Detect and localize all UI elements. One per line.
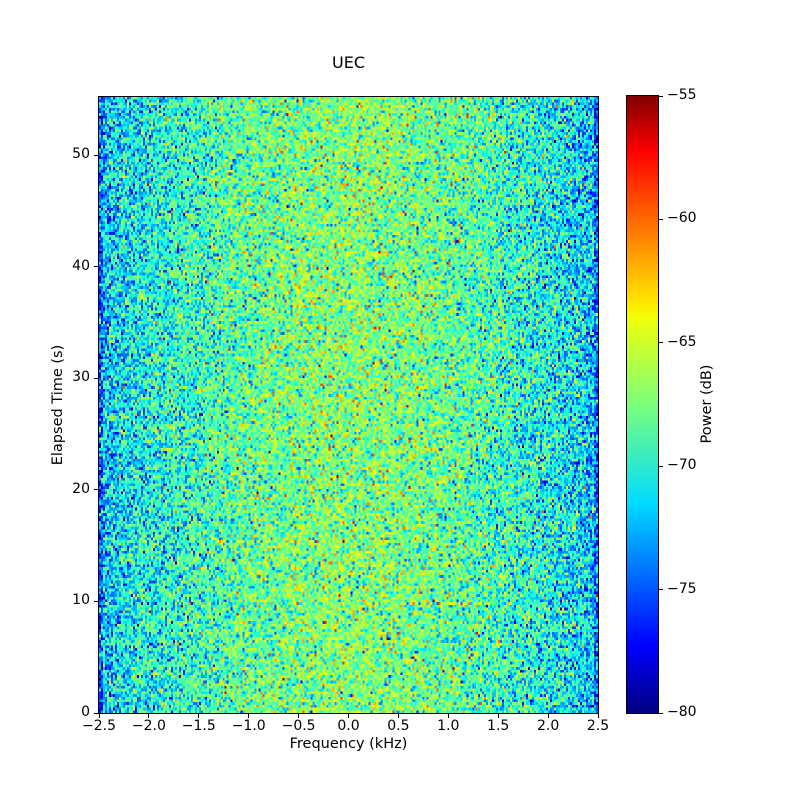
x-tick-mark	[98, 714, 100, 718]
y-tick-mark	[94, 712, 98, 714]
x-tick-mark	[597, 714, 599, 718]
y-tick-mark	[94, 600, 98, 602]
colorbar-tick-label: −70	[667, 457, 697, 474]
y-tick-label: 30	[72, 369, 90, 386]
colorbar-tick-label: −65	[667, 333, 697, 350]
x-tick-mark	[348, 714, 349, 718]
x-tick-label: 0.5	[387, 718, 410, 734]
colorbar-label: Power (dB)	[699, 364, 715, 444]
colorbar-tick-mark	[659, 95, 663, 97]
x-tick-label: 2.0	[536, 718, 560, 734]
x-tick-label: −2.0	[131, 718, 166, 734]
x-tick-mark	[397, 714, 399, 718]
colorbar-tick-mark	[659, 218, 663, 220]
chart-title: UEC	[332, 53, 365, 73]
y-tick-mark	[94, 266, 98, 268]
y-tick-mark	[94, 154, 98, 156]
colorbar-tick-label: −80	[667, 704, 697, 720]
x-tick-mark	[447, 714, 449, 718]
x-tick-mark	[198, 714, 200, 718]
x-tick-label: 1.5	[487, 718, 510, 734]
y-tick-label: 10	[72, 592, 90, 609]
colorbar-tick-mark	[659, 589, 663, 591]
y-tick-mark	[94, 377, 98, 379]
spectrogram-plot-area	[98, 96, 599, 714]
x-axis-label: Frequency (kHz)	[289, 736, 408, 752]
x-tick-mark	[298, 714, 300, 718]
spectrogram-canvas	[99, 97, 598, 713]
colorbar-tick-label: −75	[667, 580, 697, 597]
y-tick-label: 20	[72, 480, 90, 497]
x-tick-label: 1.0	[437, 718, 460, 734]
colorbar-tick-mark	[659, 342, 663, 344]
x-tick-label: −1.5	[181, 718, 216, 734]
x-tick-label: −1.0	[231, 718, 266, 734]
x-tick-label: 2.5	[586, 718, 610, 734]
x-tick-mark	[148, 714, 150, 718]
colorbar-tick-mark	[659, 712, 663, 714]
y-tick-label: 40	[72, 257, 90, 274]
x-tick-mark	[547, 714, 549, 718]
colorbar-gradient	[626, 95, 659, 714]
x-tick-mark	[248, 714, 250, 718]
y-tick-mark	[94, 489, 98, 491]
x-tick-label: −0.5	[281, 718, 316, 734]
colorbar-tick-label: −55	[667, 87, 697, 103]
y-axis-label: Elapsed Time (s)	[50, 344, 66, 466]
x-tick-mark	[497, 714, 499, 718]
x-tick-label: −2.5	[82, 718, 116, 734]
colorbar-tick-label: −60	[667, 210, 697, 227]
x-tick-label: 0.0	[337, 718, 360, 734]
y-tick-label: 0	[81, 704, 90, 720]
y-tick-label: 50	[72, 146, 90, 163]
colorbar-tick-mark	[659, 465, 663, 467]
